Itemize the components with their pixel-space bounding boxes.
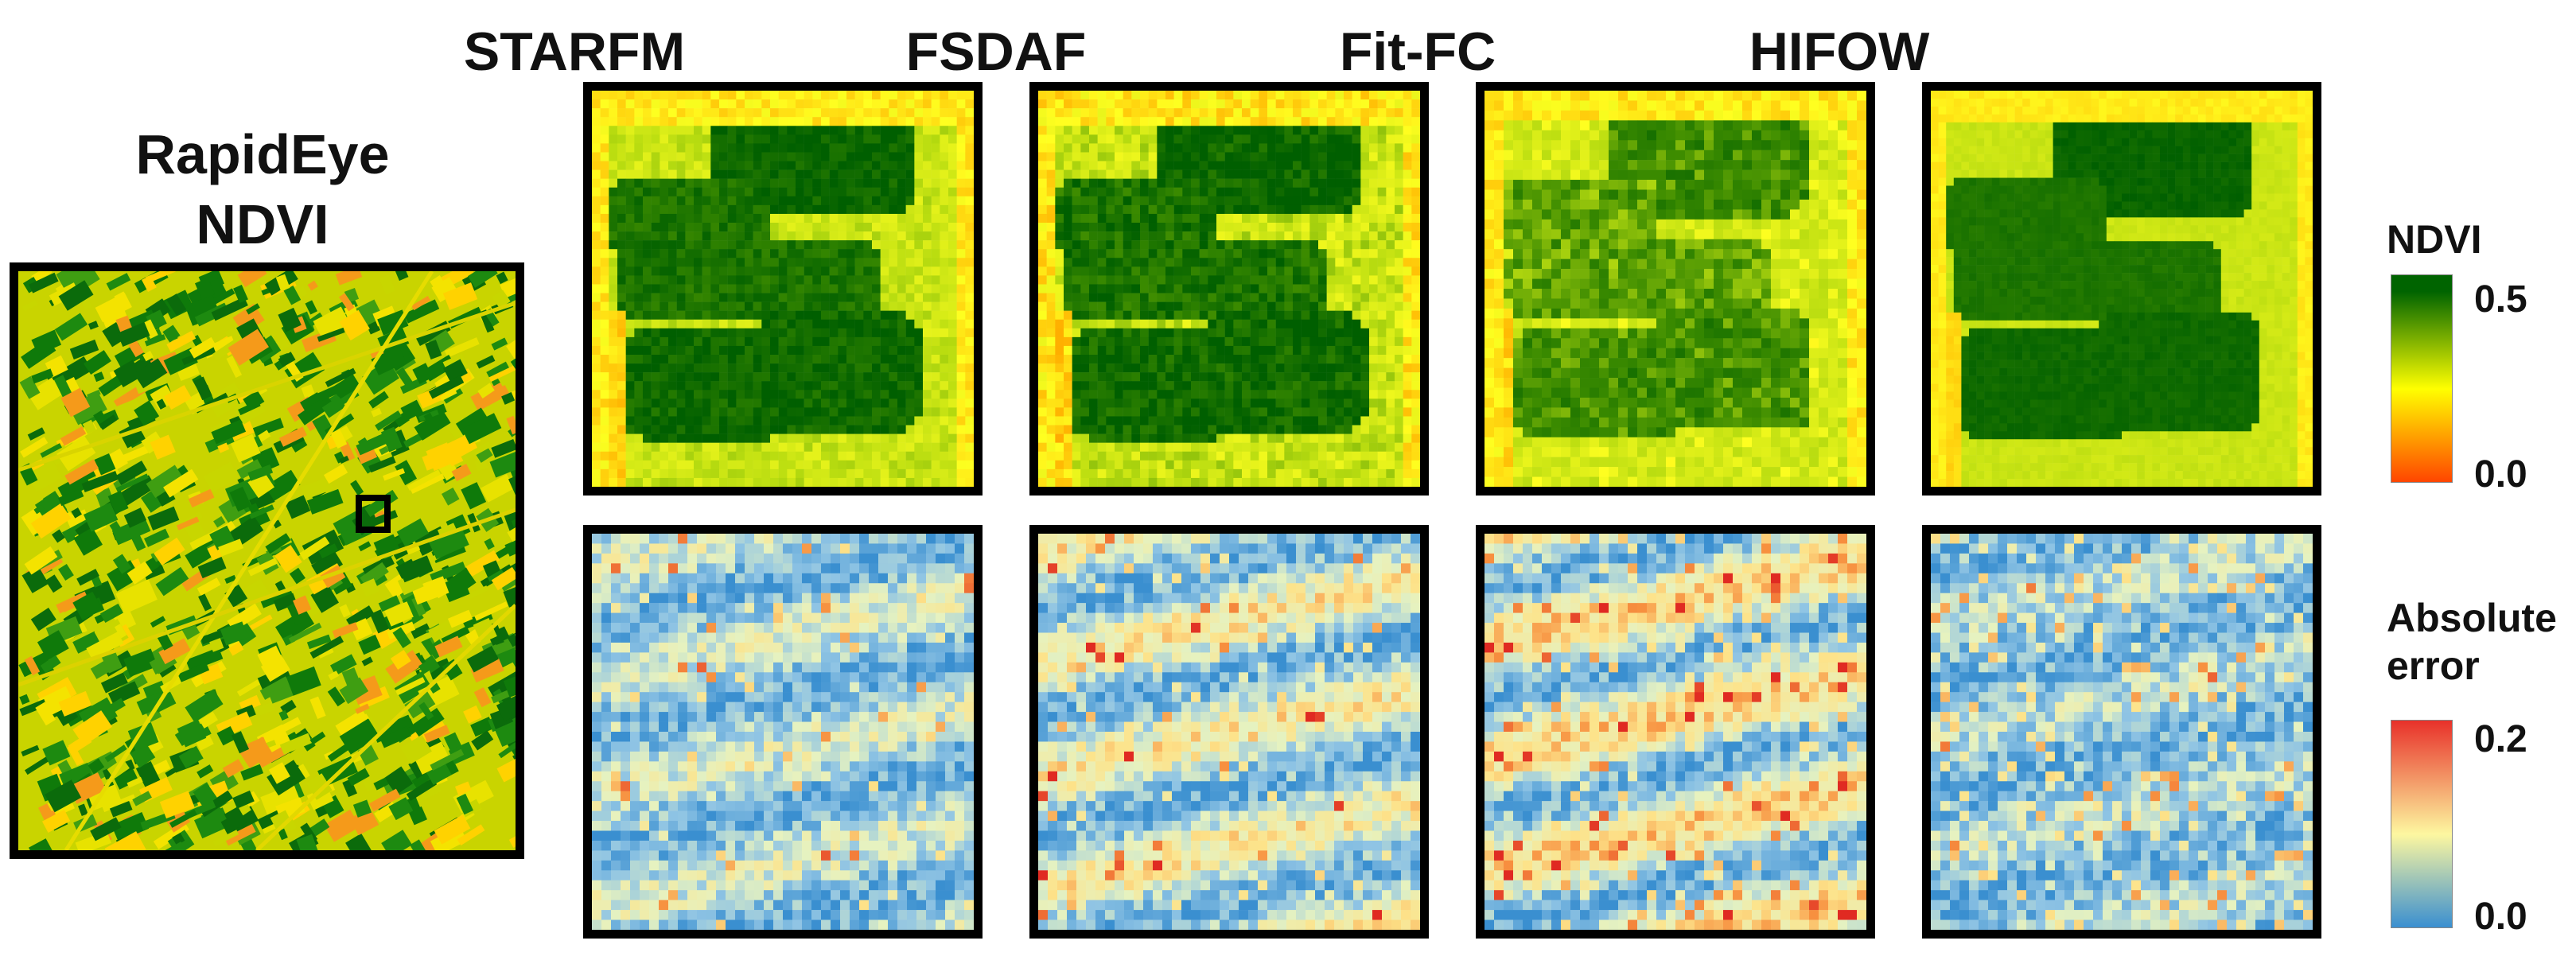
ndvi-panel-fitfc — [1476, 82, 1875, 496]
method-title-fitfc: Fit-FC — [1339, 21, 1496, 82]
source-title-line2: NDVI — [196, 193, 329, 255]
error-legend-min: 0.0 — [2474, 896, 2527, 938]
method-title-starfm: STARFM — [463, 21, 686, 82]
ndvi-panel-hifow — [1922, 82, 2321, 496]
source-title-line1: RapidEye — [135, 123, 390, 185]
error-panel-hifow — [1922, 525, 2321, 939]
ndvi-panel-fsdaf — [1029, 82, 1429, 496]
error-panel-starfm — [583, 525, 983, 939]
subset-highlight-box — [356, 495, 391, 533]
error-legend-title-line1: Absolute — [2387, 596, 2557, 640]
ndvi-legend-max: 0.5 — [2474, 278, 2527, 321]
error-legend-max: 0.2 — [2474, 718, 2527, 760]
method-title-hifow: HIFOW — [1749, 21, 1930, 82]
error-colorbar — [2391, 720, 2453, 928]
ndvi-legend-min: 0.0 — [2474, 453, 2527, 496]
method-title-fsdaf: FSDAF — [905, 21, 1087, 82]
ndvi-colorbar — [2391, 274, 2453, 483]
ndvi-legend-title: NDVI — [2387, 217, 2482, 262]
rapideye-ndvi-overview-image — [10, 262, 524, 859]
error-legend-title-line2: error — [2387, 643, 2480, 688]
error-panel-fsdaf — [1029, 525, 1429, 939]
ndvi-panel-starfm — [583, 82, 983, 496]
error-panel-fitfc — [1476, 525, 1875, 939]
